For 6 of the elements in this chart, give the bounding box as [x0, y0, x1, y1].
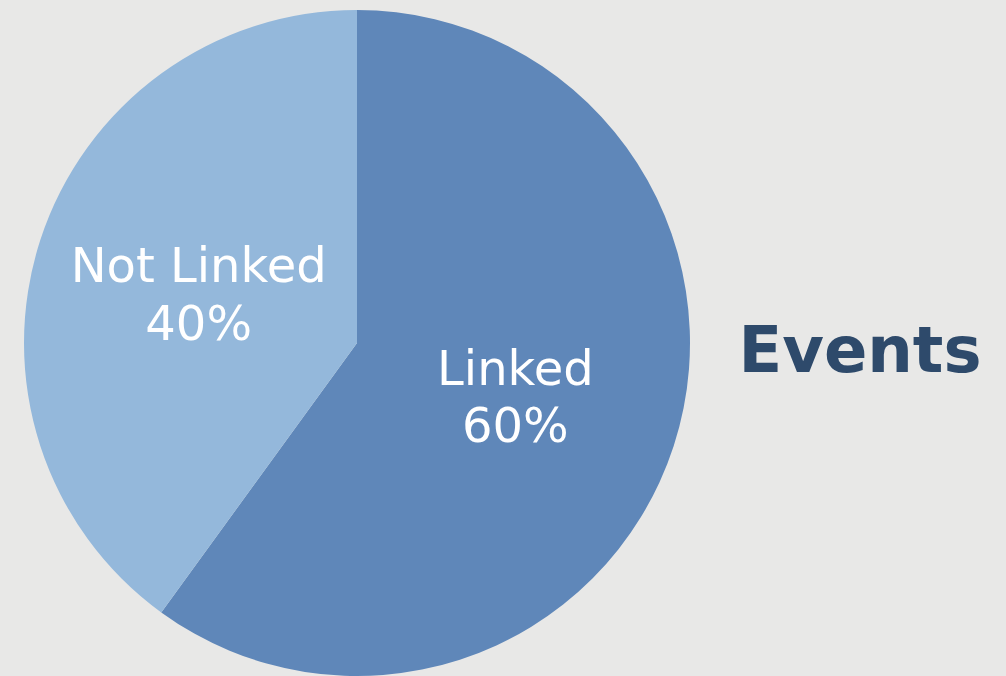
- slice-label: Not Linked: [70, 236, 327, 293]
- text: Events: [738, 313, 982, 387]
- slice-label: Linked: [437, 339, 594, 396]
- data-label: 60%: [462, 397, 569, 454]
- pie-slice: [24, 10, 357, 613]
- data-label: 40%: [145, 294, 252, 351]
